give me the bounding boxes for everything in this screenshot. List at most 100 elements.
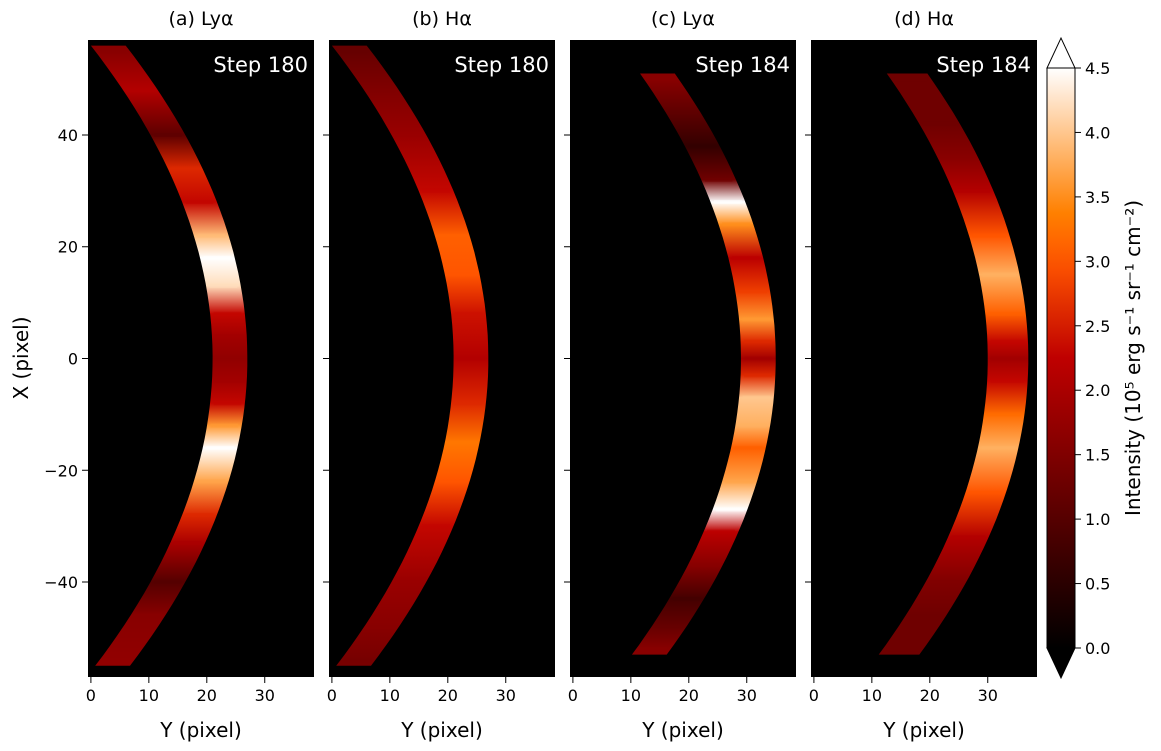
x-tick-label: 20 <box>438 686 458 705</box>
heatmap-cell <box>448 440 477 445</box>
x-tick-label: 20 <box>197 686 217 705</box>
colorbar-extend-max <box>1046 36 1076 69</box>
heatmap-cell <box>716 507 744 512</box>
heatmap-cell <box>210 423 239 428</box>
colorbar-tick-label: 3.5 <box>1085 188 1110 207</box>
plot-area <box>329 40 555 677</box>
heatmap-cell <box>647 77 676 82</box>
heatmap-cell <box>367 88 396 93</box>
heatmap-cell <box>639 647 668 652</box>
x-tick-label: 20 <box>920 686 940 705</box>
heatmap-cell <box>448 272 477 277</box>
panel-title: (b) Hα <box>412 8 472 30</box>
panels: (a) Lyα Step 180 0 10 20 30 Y (pixel) 40 20 0 −20 −… <box>44 8 1037 742</box>
heatmap-cell <box>197 233 226 238</box>
heatmap-cell <box>367 624 396 629</box>
heatmap-cell <box>990 339 1025 344</box>
x-tick-label: 10 <box>621 686 641 705</box>
heatmap-cell <box>725 479 754 484</box>
heatmap-cell <box>343 658 372 663</box>
heatmap-cell <box>454 401 483 406</box>
x-tick-label: 30 <box>978 686 998 705</box>
heatmap-cell <box>197 479 226 484</box>
x-tick-label: 30 <box>496 686 516 705</box>
heatmap-cell <box>438 233 467 238</box>
heatmap-cell <box>987 412 1021 417</box>
heatmap-cell <box>714 200 742 204</box>
x-tick-label: 30 <box>255 686 275 705</box>
heatmap-cell <box>909 613 943 618</box>
heatmap-cell <box>339 49 368 54</box>
x-tick-label: 10 <box>139 686 159 705</box>
heatmap-cell <box>655 624 683 629</box>
x-axis-label: Y (pixel) <box>882 718 965 742</box>
colorbar-tick-label: 2.5 <box>1085 317 1110 336</box>
heatmap-cell <box>744 339 772 344</box>
heatmap-cell <box>454 311 483 316</box>
y-tick-label: −40 <box>44 573 78 592</box>
heatmap-cell <box>731 255 760 260</box>
heatmap-cell <box>922 121 957 126</box>
intensity-arc <box>331 45 489 666</box>
y-axis: X (pixel) <box>9 317 33 400</box>
heatmap-cell <box>956 188 990 193</box>
step-label: Step 180 <box>454 53 549 77</box>
plot-area <box>88 40 314 677</box>
panel-title: (a) Lyα <box>168 8 233 30</box>
heatmap-cell <box>185 513 214 517</box>
colorbar-tick-label: 1.5 <box>1085 446 1110 465</box>
colorbar-tick-label: 0.5 <box>1085 575 1110 594</box>
colorbar-tick-label: 1.0 <box>1085 510 1110 529</box>
panel-title: (c) Lyα <box>651 8 715 30</box>
heatmap-cell <box>940 155 975 160</box>
panel-c: (c) Lyα Step 184 0 10 20 30 Y (pixel) <box>564 8 796 742</box>
panel-d: (d) Hα Step 184 0 10 20 30 Y (pixel) <box>805 8 1037 742</box>
y-tick-label: 40 <box>58 126 78 145</box>
heatmap-cell <box>894 77 928 82</box>
heatmap-cell <box>734 445 763 450</box>
heatmap-cell <box>738 289 767 294</box>
y-tick-label: 0 <box>68 350 78 369</box>
heatmap-cell <box>422 188 450 193</box>
heatmap-cell <box>744 373 772 378</box>
heatmap-cell <box>742 395 771 400</box>
heatmap-cell <box>216 356 244 361</box>
y-axis-label: X (pixel) <box>9 317 33 400</box>
x-tick-label: 0 <box>568 686 578 705</box>
y-tick-label: −20 <box>44 461 78 480</box>
heatmap-cell <box>215 378 244 383</box>
heatmap-cell <box>395 580 423 584</box>
heatmap-cell <box>991 356 1025 361</box>
x-axis-label: Y (pixel) <box>159 718 242 742</box>
heatmap-cell <box>213 401 242 406</box>
step-label: Step 184 <box>695 53 790 77</box>
colorbar-tick-label: 3.0 <box>1085 252 1110 271</box>
colorbar-gradient <box>1047 68 1075 648</box>
x-axis-label: Y (pixel) <box>641 718 724 742</box>
colorbar-extend-min <box>1046 647 1076 680</box>
heatmap-cell <box>982 272 1017 277</box>
y-tick-label: 20 <box>58 238 78 257</box>
heatmap-cell <box>209 283 238 288</box>
heatmap-cell <box>738 423 767 428</box>
heatmap-cell <box>929 580 963 584</box>
heatmap-cell <box>213 311 242 316</box>
intensity-arc <box>878 73 1029 655</box>
heatmap-cell <box>886 647 920 652</box>
heatmap-cell <box>171 166 199 171</box>
colorbar-tick-label: 4.5 <box>1085 59 1110 78</box>
step-label: Step 180 <box>213 53 308 77</box>
colorbar-tick-label: 4.0 <box>1085 123 1110 142</box>
heatmap-cell <box>968 490 1003 495</box>
colorbar-tick-label: 0.0 <box>1085 639 1110 658</box>
step-label: Step 184 <box>936 53 1031 77</box>
panel-b: (b) Hα Step 180 0 10 20 30 Y (pixel) <box>323 8 555 742</box>
heatmap-cell <box>457 356 485 361</box>
heatmap-cell <box>102 658 131 663</box>
heatmap-cell <box>742 317 771 322</box>
heatmap-cell <box>438 479 467 484</box>
x-tick-label: 0 <box>809 686 819 705</box>
x-tick-label: 0 <box>327 686 337 705</box>
colorbar-frame <box>1046 67 1076 649</box>
colorbar-label: Intensity (10⁵ erg s⁻¹ sr⁻¹ cm⁻²) <box>1121 200 1145 516</box>
